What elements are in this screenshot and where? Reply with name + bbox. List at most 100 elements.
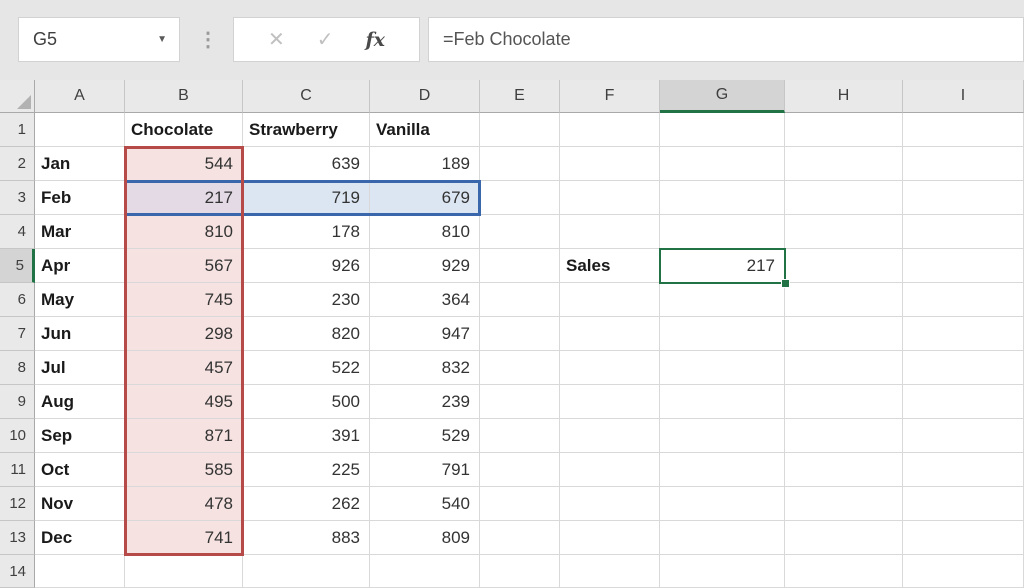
cell-E4[interactable] (480, 215, 560, 249)
cell-F3[interactable] (560, 181, 660, 215)
cell-F10[interactable] (560, 419, 660, 453)
cell-F7[interactable] (560, 317, 660, 351)
cell-G4[interactable] (660, 215, 785, 249)
cell-F2[interactable] (560, 147, 660, 181)
cell-G8[interactable] (660, 351, 785, 385)
cell-B14[interactable] (125, 555, 243, 588)
row-header-10[interactable]: 10 (0, 419, 35, 453)
cell-C7[interactable]: 820 (243, 317, 370, 351)
row-header-14[interactable]: 14 (0, 555, 35, 588)
cell-I14[interactable] (903, 555, 1024, 588)
cell-C3[interactable]: 719 (243, 181, 370, 215)
cell-A1[interactable] (35, 113, 125, 147)
row-header-3[interactable]: 3 (0, 181, 35, 215)
cell-C10[interactable]: 391 (243, 419, 370, 453)
cell-H6[interactable] (785, 283, 903, 317)
cell-B9[interactable]: 495 (125, 385, 243, 419)
cell-D4[interactable]: 810 (370, 215, 480, 249)
cell-C13[interactable]: 883 (243, 521, 370, 555)
cell-G2[interactable] (660, 147, 785, 181)
cell-B13[interactable]: 741 (125, 521, 243, 555)
cell-D10[interactable]: 529 (370, 419, 480, 453)
col-header-B[interactable]: B (125, 80, 243, 113)
row-header-2[interactable]: 2 (0, 147, 35, 181)
enter-icon[interactable]: ✓ (316, 29, 334, 51)
cell-H5[interactable] (785, 249, 903, 283)
cell-E9[interactable] (480, 385, 560, 419)
cell-E6[interactable] (480, 283, 560, 317)
cell-G6[interactable] (660, 283, 785, 317)
formula-input[interactable]: =Feb Chocolate (428, 17, 1024, 62)
cell-C4[interactable]: 178 (243, 215, 370, 249)
cell-A3[interactable]: Feb (35, 181, 125, 215)
cell-I7[interactable] (903, 317, 1024, 351)
cell-G9[interactable] (660, 385, 785, 419)
cell-A9[interactable]: Aug (35, 385, 125, 419)
cell-C9[interactable]: 500 (243, 385, 370, 419)
cell-B2[interactable]: 544 (125, 147, 243, 181)
cell-C6[interactable]: 230 (243, 283, 370, 317)
cell-A6[interactable]: May (35, 283, 125, 317)
cell-B7[interactable]: 298 (125, 317, 243, 351)
cell-H2[interactable] (785, 147, 903, 181)
cell-E13[interactable] (480, 521, 560, 555)
cell-D8[interactable]: 832 (370, 351, 480, 385)
cell-G13[interactable] (660, 521, 785, 555)
row-header-12[interactable]: 12 (0, 487, 35, 521)
cell-I13[interactable] (903, 521, 1024, 555)
row-header-6[interactable]: 6 (0, 283, 35, 317)
cell-C12[interactable]: 262 (243, 487, 370, 521)
row-header-1[interactable]: 1 (0, 113, 35, 147)
row-header-11[interactable]: 11 (0, 453, 35, 487)
cell-D7[interactable]: 947 (370, 317, 480, 351)
cell-D2[interactable]: 189 (370, 147, 480, 181)
cell-C8[interactable]: 522 (243, 351, 370, 385)
cell-I12[interactable] (903, 487, 1024, 521)
cell-A12[interactable]: Nov (35, 487, 125, 521)
cell-E12[interactable] (480, 487, 560, 521)
cell-B10[interactable]: 871 (125, 419, 243, 453)
cell-H10[interactable] (785, 419, 903, 453)
cell-I11[interactable] (903, 453, 1024, 487)
cell-I5[interactable] (903, 249, 1024, 283)
cell-G5[interactable]: 217 (660, 249, 785, 283)
row-header-4[interactable]: 4 (0, 215, 35, 249)
cell-I4[interactable] (903, 215, 1024, 249)
col-header-A[interactable]: A (35, 80, 125, 113)
cell-I1[interactable] (903, 113, 1024, 147)
cell-G11[interactable] (660, 453, 785, 487)
cell-E10[interactable] (480, 419, 560, 453)
col-header-H[interactable]: H (785, 80, 903, 113)
cell-E7[interactable] (480, 317, 560, 351)
cell-A8[interactable]: Jul (35, 351, 125, 385)
cell-E1[interactable] (480, 113, 560, 147)
cell-D12[interactable]: 540 (370, 487, 480, 521)
cell-A4[interactable]: Mar (35, 215, 125, 249)
cell-G14[interactable] (660, 555, 785, 588)
cell-C5[interactable]: 926 (243, 249, 370, 283)
cell-B5[interactable]: 567 (125, 249, 243, 283)
cell-B3[interactable]: 217 (125, 181, 243, 215)
insert-function-icon[interactable]: fx (365, 28, 385, 51)
cell-H7[interactable] (785, 317, 903, 351)
name-box[interactable]: G5 ▼ (18, 17, 180, 62)
col-header-F[interactable]: F (560, 80, 660, 113)
cell-F14[interactable] (560, 555, 660, 588)
cell-D6[interactable]: 364 (370, 283, 480, 317)
cell-A2[interactable]: Jan (35, 147, 125, 181)
cell-D1[interactable]: Vanilla (370, 113, 480, 147)
cell-G10[interactable] (660, 419, 785, 453)
cell-H1[interactable] (785, 113, 903, 147)
cell-A14[interactable] (35, 555, 125, 588)
col-header-I[interactable]: I (903, 80, 1024, 113)
cell-G3[interactable] (660, 181, 785, 215)
cell-B12[interactable]: 478 (125, 487, 243, 521)
cell-H12[interactable] (785, 487, 903, 521)
cell-D11[interactable]: 791 (370, 453, 480, 487)
cell-B6[interactable]: 745 (125, 283, 243, 317)
cell-I3[interactable] (903, 181, 1024, 215)
cell-F1[interactable] (560, 113, 660, 147)
cell-A5[interactable]: Apr (35, 249, 125, 283)
cell-E2[interactable] (480, 147, 560, 181)
formula-bar-drag-handle[interactable]: ⋮ (198, 17, 218, 62)
